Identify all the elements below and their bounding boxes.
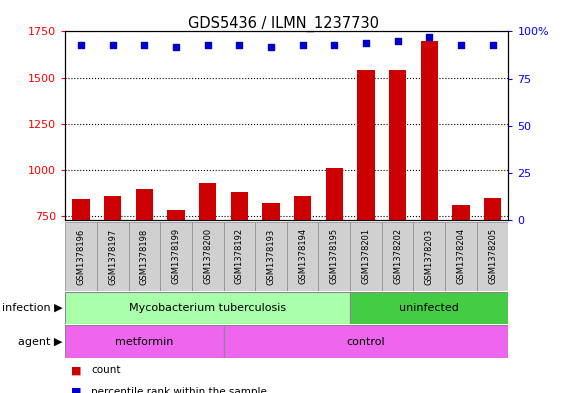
- Text: uninfected: uninfected: [399, 303, 459, 313]
- Point: [266, 43, 275, 50]
- Bar: [389, 70, 406, 355]
- FancyBboxPatch shape: [287, 222, 319, 291]
- Text: GSM1378202: GSM1378202: [393, 228, 402, 285]
- Point: [456, 42, 465, 48]
- Point: [172, 43, 181, 50]
- FancyBboxPatch shape: [445, 222, 477, 291]
- FancyBboxPatch shape: [414, 222, 445, 291]
- Text: GSM1378204: GSM1378204: [457, 228, 465, 285]
- Text: GSM1378203: GSM1378203: [425, 228, 434, 285]
- Text: infection ▶: infection ▶: [2, 303, 62, 313]
- FancyBboxPatch shape: [128, 222, 160, 291]
- FancyBboxPatch shape: [350, 222, 382, 291]
- Text: percentile rank within the sample: percentile rank within the sample: [91, 387, 267, 393]
- FancyBboxPatch shape: [97, 222, 128, 291]
- Bar: [104, 196, 122, 355]
- Bar: [294, 196, 311, 355]
- Text: GSM1378201: GSM1378201: [361, 228, 370, 285]
- Bar: [136, 189, 153, 355]
- FancyBboxPatch shape: [477, 222, 508, 291]
- Text: GSM1378192: GSM1378192: [235, 228, 244, 285]
- Point: [235, 42, 244, 48]
- FancyBboxPatch shape: [350, 292, 508, 324]
- Text: agent ▶: agent ▶: [18, 336, 62, 347]
- Point: [108, 42, 118, 48]
- FancyBboxPatch shape: [319, 222, 350, 291]
- Text: GSM1378199: GSM1378199: [172, 228, 181, 285]
- Text: GSM1378195: GSM1378195: [330, 228, 339, 285]
- FancyBboxPatch shape: [224, 325, 508, 358]
- Text: GDS5436 / ILMN_1237730: GDS5436 / ILMN_1237730: [189, 16, 379, 32]
- FancyBboxPatch shape: [65, 222, 97, 291]
- Text: GSM1378193: GSM1378193: [266, 228, 275, 285]
- Text: metformin: metformin: [115, 336, 174, 347]
- Text: count: count: [91, 365, 120, 375]
- Point: [77, 42, 86, 48]
- Point: [203, 42, 212, 48]
- Bar: [199, 183, 216, 355]
- Bar: [262, 204, 279, 355]
- Text: GSM1378196: GSM1378196: [77, 228, 86, 285]
- Text: GSM1378194: GSM1378194: [298, 228, 307, 285]
- Bar: [325, 168, 343, 355]
- FancyBboxPatch shape: [65, 292, 350, 324]
- Bar: [231, 192, 248, 355]
- Point: [298, 42, 307, 48]
- FancyBboxPatch shape: [192, 222, 224, 291]
- Bar: [452, 205, 470, 355]
- Text: GSM1378205: GSM1378205: [488, 228, 497, 285]
- Bar: [420, 41, 438, 355]
- FancyBboxPatch shape: [382, 222, 414, 291]
- Text: control: control: [346, 336, 385, 347]
- FancyBboxPatch shape: [65, 325, 224, 358]
- Point: [393, 38, 402, 44]
- FancyBboxPatch shape: [224, 222, 255, 291]
- Point: [425, 34, 434, 40]
- Text: ■: ■: [71, 365, 81, 375]
- Text: GSM1378197: GSM1378197: [108, 228, 117, 285]
- Bar: [484, 198, 501, 355]
- Point: [361, 40, 370, 46]
- Text: ■: ■: [71, 387, 81, 393]
- Bar: [168, 210, 185, 355]
- Text: GSM1378200: GSM1378200: [203, 228, 212, 285]
- FancyBboxPatch shape: [160, 222, 192, 291]
- Text: GSM1378198: GSM1378198: [140, 228, 149, 285]
- Text: Mycobacterium tuberculosis: Mycobacterium tuberculosis: [129, 303, 286, 313]
- Bar: [73, 199, 90, 355]
- Bar: [357, 70, 375, 355]
- Point: [488, 42, 497, 48]
- Point: [330, 42, 339, 48]
- FancyBboxPatch shape: [255, 222, 287, 291]
- Point: [140, 42, 149, 48]
